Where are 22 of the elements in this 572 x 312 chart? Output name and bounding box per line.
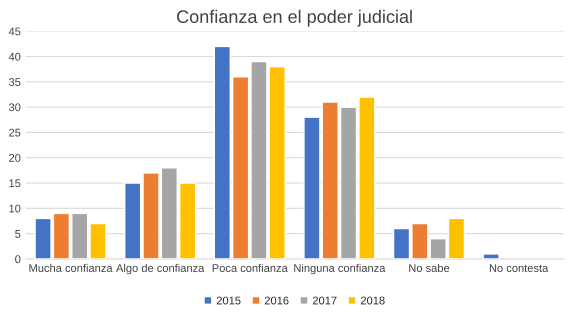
y-tick-label: 15 [9, 179, 20, 188]
y-tick-label: 45 [8, 28, 20, 36]
y-tick-label: 0 [15, 255, 20, 264]
legend-label: 2018 [360, 296, 385, 304]
x-tick-label: Algo de confianza [116, 264, 204, 274]
y-tick-label: 25 [9, 128, 20, 137]
y-tick-label: 5 [15, 230, 20, 238]
y-tick-label: 20 [9, 154, 20, 162]
x-tick-label: Mucha confianza [29, 264, 113, 272]
x-tick-label: No sabe [409, 264, 450, 272]
chart-title: Confianza en el poder judicial [177, 10, 412, 27]
bar [482, 253, 500, 259]
y-tick-label: 35 [8, 78, 20, 86]
y-tick-label: 10 [9, 204, 20, 212]
x-tick-label: No contesta [490, 264, 548, 272]
y-tick-label: 40 [8, 52, 20, 61]
y-tick-label: 30 [8, 103, 20, 112]
x-tick-label: Ninguna confianza [294, 264, 386, 274]
legend-label: 2016 [264, 296, 289, 304]
x-tick-label: Poca confianza [212, 264, 288, 272]
legend-label: 2017 [312, 296, 337, 304]
legend-label: 2015 [216, 296, 241, 304]
